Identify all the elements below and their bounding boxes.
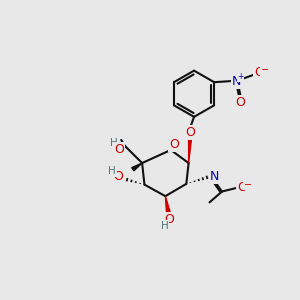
Polygon shape xyxy=(132,163,142,171)
Text: O: O xyxy=(236,96,245,109)
Text: −: − xyxy=(244,180,252,190)
Text: −: − xyxy=(261,65,269,75)
Text: N: N xyxy=(209,169,219,183)
Text: H: H xyxy=(110,138,117,148)
Text: O: O xyxy=(185,126,195,139)
Text: O: O xyxy=(169,138,179,151)
Polygon shape xyxy=(189,137,192,163)
Text: O: O xyxy=(164,213,174,226)
Text: O: O xyxy=(254,67,264,80)
Text: O: O xyxy=(113,170,123,183)
Text: H: H xyxy=(108,166,116,176)
Text: +: + xyxy=(237,72,244,81)
Text: O: O xyxy=(114,143,124,156)
Polygon shape xyxy=(165,196,170,213)
Text: O: O xyxy=(237,181,247,194)
Text: H: H xyxy=(161,221,169,231)
Text: N: N xyxy=(232,75,241,88)
